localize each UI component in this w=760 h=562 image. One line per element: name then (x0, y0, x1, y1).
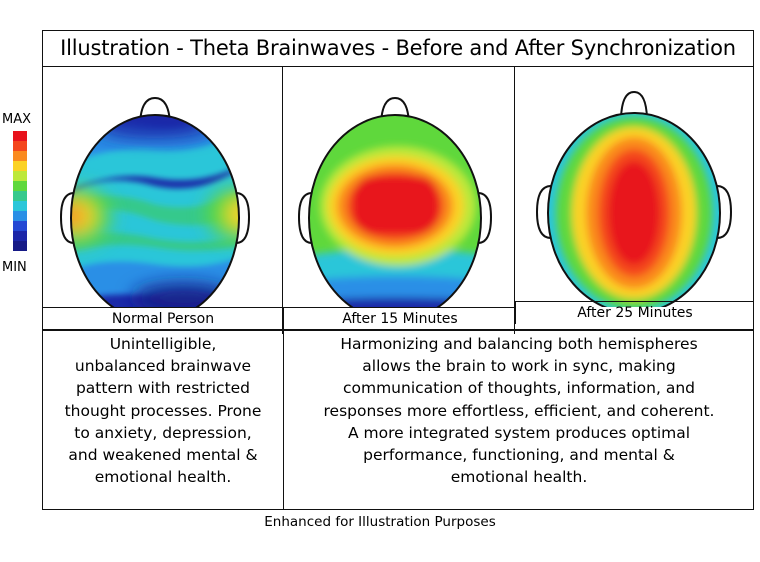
description-line: communication of thoughts, information, … (342, 379, 695, 398)
legend-swatch (13, 211, 27, 221)
description-line: and weakened mental & (68, 446, 258, 465)
head-topography-25min (535, 90, 733, 307)
column-separator (283, 331, 284, 509)
description-line: pattern with restricted (75, 379, 251, 398)
description-line: Unintelligible, (109, 335, 217, 353)
legend-color-bar (13, 131, 27, 259)
legend-min-label: MIN (2, 260, 27, 275)
caption-normal-person: Normal Person (43, 307, 283, 330)
description-normal-person: Unintelligible, unbalanced brainwave pat… (45, 333, 281, 488)
color-scale-legend: MAX MIN (0, 112, 40, 282)
left-ear-icon (535, 185, 552, 239)
legend-swatch (13, 241, 27, 251)
brain-map-after-15-minutes (283, 66, 515, 334)
description-line: allows the brain to work in sync, making (362, 357, 676, 376)
brain-map-after-25-minutes (515, 66, 753, 334)
description-line: A more integrated system produces optima… (347, 423, 691, 442)
description-line: responses more effortless, efficient, an… (323, 401, 715, 420)
description-line: performance, functioning, and mental & (363, 446, 675, 465)
legend-swatch (13, 221, 27, 231)
legend-swatch (13, 131, 27, 141)
description-line: thought processes. Prone (64, 401, 262, 420)
caption-after-25-minutes: After 25 Minutes (515, 301, 754, 324)
legend-swatch (13, 151, 27, 161)
page-title: Illustration - Theta Brainwaves - Before… (60, 36, 736, 60)
legend-swatch (13, 161, 27, 171)
legend-swatch (13, 231, 27, 241)
head-topography-normal (59, 96, 251, 307)
description-synchronized: Harmonizing and balancing both hemispher… (287, 333, 751, 488)
description-line: unbalanced brainwave (74, 357, 252, 376)
legend-swatch (13, 141, 27, 151)
legend-swatch (13, 171, 27, 181)
brain-map-normal-person (43, 66, 283, 334)
head-topography-15min (297, 96, 493, 307)
legend-swatch (13, 201, 27, 211)
comparison-table: Illustration - Theta Brainwaves - Before… (42, 30, 754, 510)
description-line: emotional health. (450, 468, 588, 487)
divider-line (43, 329, 753, 331)
caption-after-15-minutes: After 15 Minutes (283, 307, 516, 330)
footer-note: Enhanced for Illustration Purposes (264, 514, 496, 530)
description-line: to anxiety, depression, (74, 423, 252, 442)
description-line: Harmonizing and balancing both hemispher… (340, 335, 698, 353)
title-row: Illustration - Theta Brainwaves - Before… (43, 31, 753, 67)
description-line: emotional health. (94, 468, 232, 487)
nose-icon (619, 90, 649, 119)
legend-swatch (13, 191, 27, 201)
legend-swatch (13, 181, 27, 191)
legend-max-label: MAX (2, 112, 32, 127)
right-ear-icon (716, 185, 733, 239)
